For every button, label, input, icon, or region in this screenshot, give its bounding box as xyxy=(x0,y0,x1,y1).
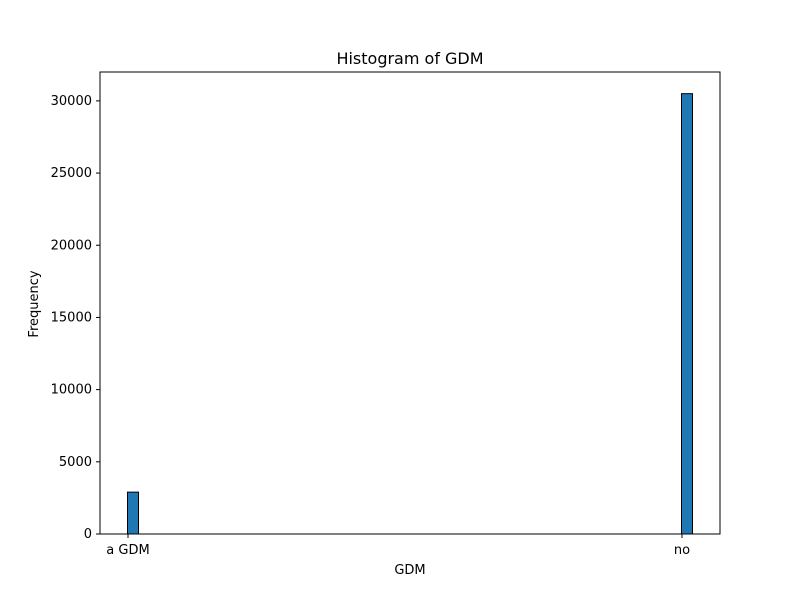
axes-frame xyxy=(99,71,721,535)
bar-1 xyxy=(681,93,693,535)
y-axis-label: Frequency xyxy=(27,270,42,337)
y-tick-label-2: 10000 xyxy=(51,383,92,398)
plot-area: 0 5000 10000 15000 20000 25000 30000 a GDM no xyxy=(51,71,721,558)
bar-0 xyxy=(127,491,139,535)
x-axis-label: GDM xyxy=(394,563,425,578)
x-tick-label-0: a GDM xyxy=(106,543,149,558)
y-tick-label-1: 5000 xyxy=(59,455,92,470)
chart-title: Histogram of GDM xyxy=(336,49,483,68)
x-tick-label-1: no xyxy=(674,543,690,558)
y-tick-label-3: 15000 xyxy=(51,310,92,325)
y-tick-label-6: 30000 xyxy=(51,94,92,109)
y-tick-label-5: 25000 xyxy=(51,166,92,181)
y-tick-label-4: 20000 xyxy=(51,238,92,253)
y-tick-label-0: 0 xyxy=(84,527,92,542)
